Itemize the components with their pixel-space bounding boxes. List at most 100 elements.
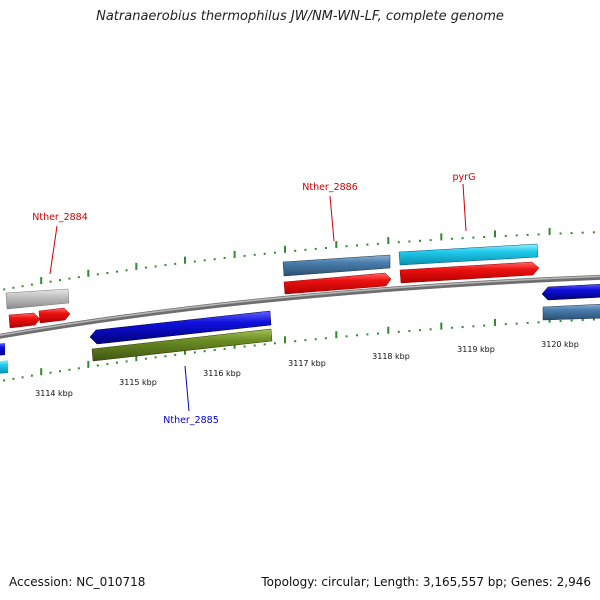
minor-tick [570, 232, 573, 235]
gene-pyrG-cyan[interactable] [398, 243, 539, 266]
minor-tick [419, 329, 421, 332]
tick-label: 3117 kbp [288, 359, 326, 368]
minor-tick [324, 337, 327, 340]
major-tick [387, 237, 390, 244]
gene-label-Nther_2884[interactable]: Nther_2884 [32, 212, 88, 223]
minor-tick [526, 321, 529, 324]
genome-backbone-highlight [0, 275, 600, 337]
minor-tick [21, 285, 24, 288]
tick-label: 3120 kbp [541, 340, 579, 349]
major-tick [40, 368, 43, 376]
minor-tick [116, 270, 118, 273]
minor-tick [345, 245, 348, 248]
gene-label-Nther_2886[interactable]: Nther_2886 [302, 182, 358, 193]
major-tick [87, 269, 90, 277]
minor-tick [559, 232, 562, 235]
minor-tick [164, 264, 167, 267]
tick-label: 3114 kbp [35, 389, 73, 398]
minor-tick [68, 277, 71, 280]
gene-Nther_2884-gray[interactable] [5, 288, 70, 310]
tick-labels: 3114 kbp 3115 kbp 3116 kbp 3117 kbp 3118… [35, 340, 579, 398]
gene-left-cyan-edge[interactable] [0, 360, 8, 374]
minor-tick [49, 371, 52, 374]
major-tick [440, 322, 443, 330]
minor-tick [193, 260, 196, 263]
minor-tick [243, 345, 246, 348]
minor-tick [472, 325, 475, 328]
minor-tick [106, 272, 109, 274]
gene-label-Nther_2885[interactable]: Nther_2885 [163, 415, 219, 426]
minor-tick [419, 239, 421, 242]
minor-tick [472, 236, 475, 239]
minor-tick [461, 326, 464, 328]
minor-tick [243, 254, 246, 257]
minor-tick [273, 342, 276, 345]
gene-red-small-2[interactable] [38, 307, 71, 324]
minor-tick [408, 240, 411, 243]
minor-tick [304, 339, 307, 342]
minor-tick [504, 234, 507, 237]
major-tick [548, 227, 551, 235]
minor-tick [304, 248, 307, 251]
major-tick [440, 233, 443, 241]
gene-label-pyrG[interactable]: pyrG [453, 172, 476, 183]
callout-Nther_2885 [184, 365, 190, 412]
minor-tick [203, 259, 206, 262]
gene-Nther_2886-steel[interactable] [282, 254, 391, 277]
minor-tick [125, 269, 128, 272]
minor-tick [203, 350, 206, 353]
major-tick [335, 241, 338, 249]
minor-tick [164, 355, 167, 358]
gene-left-blue-edge[interactable] [0, 343, 5, 356]
minor-tick [314, 247, 317, 250]
tick-label: 3115 kbp [119, 378, 157, 387]
minor-tick [154, 265, 157, 268]
minor-tick [570, 319, 573, 322]
minor-tick [144, 357, 147, 360]
minor-tick [537, 321, 540, 324]
major-tick [233, 250, 236, 258]
major-tick [284, 245, 286, 253]
minor-tick [397, 241, 400, 244]
minor-tick [30, 283, 33, 286]
minor-tick [366, 243, 369, 246]
minor-tick [294, 249, 297, 252]
gene-Nther_2885-blue[interactable] [89, 310, 272, 345]
minor-tick [68, 368, 71, 371]
minor-tick [59, 279, 61, 282]
tick-label: 3119 kbp [457, 345, 495, 354]
minor-tick [144, 266, 147, 269]
minor-tick [12, 377, 15, 380]
minor-tick [314, 338, 317, 341]
minor-tick [592, 231, 595, 234]
major-tick [494, 318, 496, 326]
minor-tick [174, 262, 177, 265]
genome-backbone [0, 274, 600, 339]
minor-tick [324, 247, 327, 249]
minor-tick [356, 334, 358, 337]
gene-Nther_2885-olive[interactable] [91, 328, 273, 362]
gene-red-small-1[interactable] [8, 312, 41, 329]
minor-tick [345, 335, 348, 338]
gene-right-blue[interactable] [541, 284, 600, 301]
minor-tick [106, 363, 109, 366]
major-tick [40, 277, 43, 285]
minor-tick [12, 286, 15, 289]
minor-tick [223, 347, 226, 350]
minor-tick [356, 244, 358, 247]
minor-tick [223, 257, 226, 259]
minor-tick [483, 236, 486, 238]
minor-tick [21, 376, 24, 379]
minor-tick [537, 233, 540, 236]
gene-pyrG-red[interactable] [399, 261, 540, 284]
gene-Nther_2886-red[interactable] [283, 272, 392, 295]
minor-tick [116, 361, 118, 364]
inner-tick-row [3, 315, 595, 382]
minor-tick [581, 319, 584, 321]
minor-tick [366, 333, 369, 336]
callout-Nther_2884 [49, 225, 58, 275]
minor-tick [450, 237, 453, 240]
gene-right-steel[interactable] [542, 303, 600, 321]
minor-tick [96, 273, 99, 276]
